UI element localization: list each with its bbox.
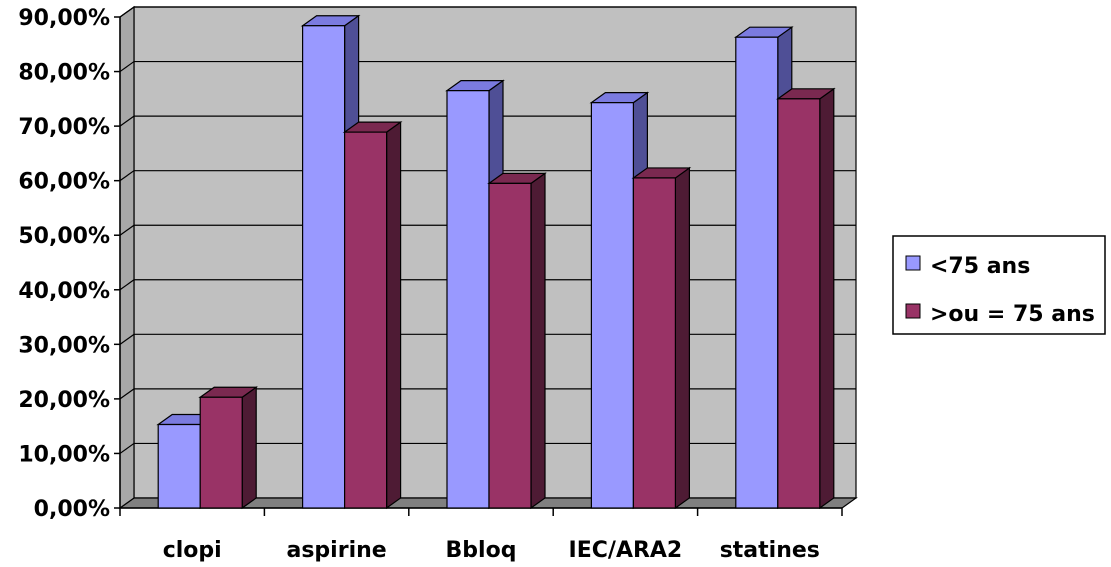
bar-Bbloq-series-2 (487, 172, 547, 510)
side-wall (119, 5, 135, 510)
bar-front (302, 25, 346, 509)
gridline (119, 60, 856, 73)
x-label-0: clopi (163, 538, 222, 563)
bar-statines-series-2 (775, 87, 836, 510)
gridline (119, 6, 856, 18)
bar-front (777, 98, 821, 509)
bar-front (344, 131, 388, 509)
y-tick-label: 30,00% (18, 333, 110, 358)
legend: <75 ans >ou = 75 ans (892, 235, 1106, 335)
x-label-3: IEC/ARA2 (569, 538, 683, 563)
y-tick-label: 40,00% (18, 279, 110, 304)
legend-label-series-1: <75 ans (930, 254, 1030, 279)
y-tick-label: 90,00% (18, 6, 110, 31)
bars (156, 14, 836, 510)
bar-side (674, 166, 691, 510)
legend-swatch-series-2 (905, 303, 921, 319)
bar-side (819, 87, 835, 510)
bar-front (157, 423, 201, 509)
x-label-1: aspirine (286, 538, 386, 563)
bar-front (199, 396, 243, 509)
y-tick-label: 50,00% (18, 224, 110, 249)
bar-side (241, 386, 257, 510)
x-axis-labels: clopi aspirine Bbloq IEC/ARA2 statines (119, 508, 843, 563)
y-tick-label: 70,00% (18, 115, 110, 140)
bar-front (446, 90, 490, 509)
y-tick-label: 20,00% (18, 388, 110, 413)
legend-label-series-2: >ou = 75 ans (930, 302, 1095, 327)
y-tick-label: 10,00% (18, 442, 110, 467)
x-label-4: statines (720, 538, 820, 563)
bar-side (386, 120, 402, 510)
y-tick-label: 60,00% (18, 170, 110, 195)
legend-swatch-series-1 (905, 255, 921, 271)
bar-front (488, 182, 532, 509)
y-tick-label: 0,00% (34, 497, 110, 522)
y-axis-ticks: 0,00% 10,00% 20,00% 30,00% 40,00% 50,00% 60,00… (18, 6, 842, 522)
bar-IEC/ARA2-series-2 (631, 166, 692, 510)
y-tick-label: 80,00% (18, 61, 110, 86)
bar-clopi-series-2 (198, 386, 259, 510)
legend-box (892, 235, 1106, 335)
bar-front (590, 102, 635, 509)
bar-front (735, 36, 779, 509)
bar-aspirine-series-2 (342, 120, 403, 510)
bar-front (632, 177, 677, 509)
x-label-2: Bbloq (446, 538, 517, 563)
bar-side (530, 172, 546, 510)
